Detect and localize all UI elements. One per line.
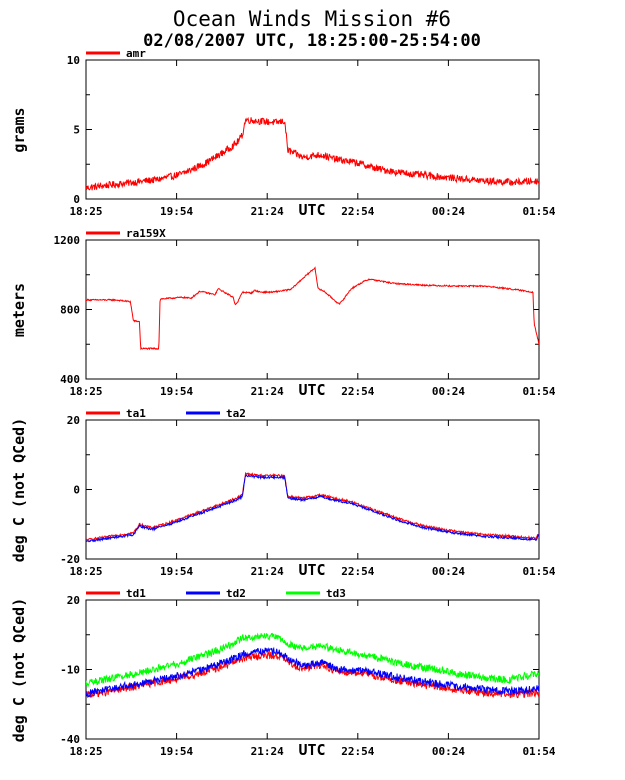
x-tick-label: 18:25 — [69, 565, 102, 578]
series-line-ra159X — [86, 266, 539, 351]
legend-label-amr: amr — [126, 47, 146, 60]
y-tick-label: 10 — [67, 54, 80, 67]
panel-1: 18:25 19:54 21:24 22:54 00:24 01:54 0 5 10 UTC gra… — [10, 47, 556, 219]
y-tick-label: 20 — [67, 414, 80, 427]
x-tick-label: 22:54 — [341, 205, 374, 218]
y-tick-label: 400 — [60, 373, 80, 386]
x-tick-label: 22:54 — [341, 385, 374, 398]
y-axis-label: meters — [10, 283, 28, 337]
panel-3: 18:25 19:54 21:24 22:54 00:24 01:54 -20 0 20 UTC d… — [10, 407, 556, 579]
y-tick-label: -40 — [60, 733, 80, 746]
x-tick-label: 19:54 — [160, 385, 193, 398]
y-axis-label: deg C (not QCed) — [10, 418, 28, 563]
x-axis-label: UTC — [298, 201, 325, 219]
legend-label-ta2: ta2 — [226, 407, 246, 420]
legend-label-ta1: ta1 — [126, 407, 146, 420]
y-axis-label: deg C (not QCed) — [10, 598, 28, 743]
x-tick-label: 21:24 — [251, 745, 284, 758]
y-tick-label: 0 — [73, 484, 80, 497]
x-tick-label: 00:24 — [432, 745, 465, 758]
x-tick-label: 21:24 — [251, 205, 284, 218]
chart-title: Ocean Winds Mission #6 — [173, 7, 451, 31]
plot-frame — [85, 239, 540, 380]
x-tick-label: 01:54 — [522, 385, 555, 398]
y-tick-label: 0 — [73, 193, 80, 206]
x-tick-label: 00:24 — [432, 385, 465, 398]
panel-4: 18:25 19:54 21:24 22:54 00:24 01:54 -40 -10 20 UT… — [10, 587, 556, 759]
legend-label-td2: td2 — [226, 587, 246, 600]
y-tick-label: 20 — [67, 594, 80, 607]
x-tick-label: 01:54 — [522, 745, 555, 758]
x-tick-label: 22:54 — [341, 745, 374, 758]
x-tick-label: 00:24 — [432, 205, 465, 218]
x-tick-label: 18:25 — [69, 205, 102, 218]
series-line-ta2 — [86, 474, 539, 543]
series-line-amr — [86, 117, 539, 191]
panel-2: 18:25 19:54 21:24 22:54 00:24 01:54 400 800 1200… — [10, 227, 556, 399]
x-tick-label: 01:54 — [522, 565, 555, 578]
legend-label-td3: td3 — [326, 587, 346, 600]
x-tick-label: 19:54 — [160, 205, 193, 218]
y-tick-label: 800 — [60, 304, 80, 317]
x-tick-label: 21:24 — [251, 385, 284, 398]
x-tick-label: 21:24 — [251, 565, 284, 578]
legend-label-ra159X: ra159X — [126, 227, 166, 240]
x-tick-label: 00:24 — [432, 565, 465, 578]
y-tick-label: 5 — [73, 124, 80, 137]
series-line-ta1 — [86, 471, 539, 542]
y-tick-label: -10 — [60, 664, 80, 677]
chart-subtitle: 02/08/2007 UTC, 18:25:00-25:54:00 — [143, 31, 481, 51]
x-tick-label: 18:25 — [69, 745, 102, 758]
series-line-td3 — [86, 632, 539, 689]
x-axis-label: UTC — [298, 381, 325, 399]
x-tick-label: 18:25 — [69, 385, 102, 398]
legend-label-td1: td1 — [126, 587, 146, 600]
x-tick-label: 19:54 — [160, 745, 193, 758]
y-axis-label: grams — [10, 107, 28, 152]
x-axis-label: UTC — [298, 561, 325, 579]
x-axis-label: UTC — [298, 741, 325, 759]
x-tick-label: 01:54 — [522, 205, 555, 218]
plot-frame — [85, 419, 540, 560]
x-tick-label: 19:54 — [160, 565, 193, 578]
series-line-td2 — [86, 646, 539, 698]
y-tick-label: -20 — [60, 553, 80, 566]
x-tick-label: 22:54 — [341, 565, 374, 578]
y-tick-label: 1200 — [54, 234, 81, 247]
panels: 18:25 19:54 21:24 22:54 00:24 01:54 0 5 10 UTC gra… — [10, 47, 556, 759]
